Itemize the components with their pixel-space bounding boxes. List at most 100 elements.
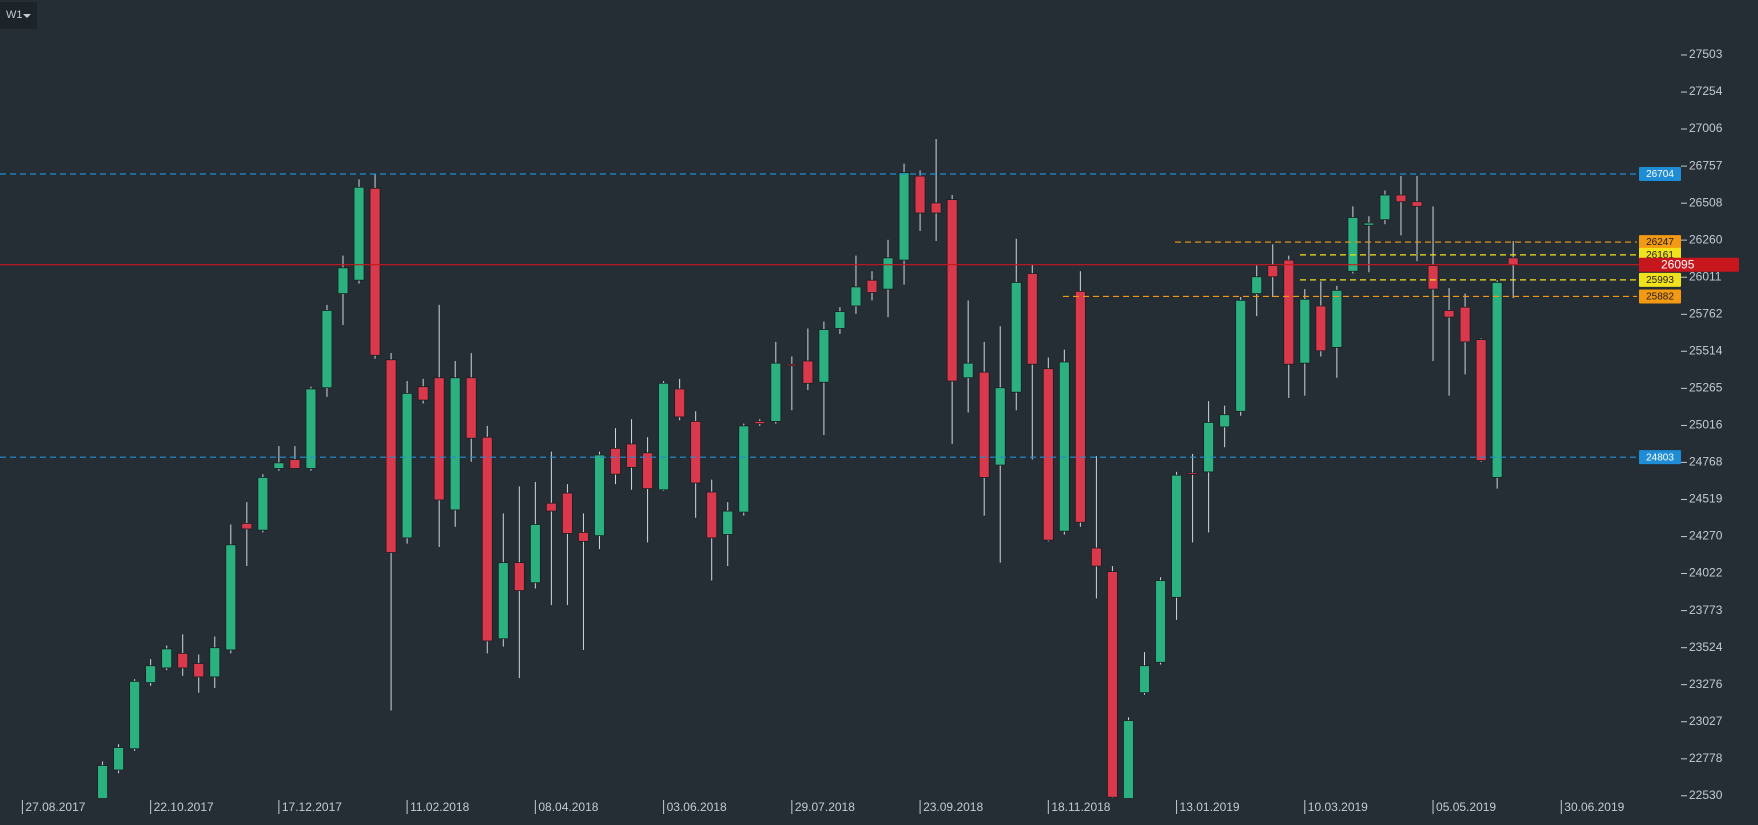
x-tick-label: 30.06.2019 bbox=[1564, 800, 1624, 814]
candle-body bbox=[1315, 305, 1327, 352]
candle-body bbox=[1091, 547, 1102, 567]
candle-body bbox=[1235, 299, 1247, 412]
x-tick-label: 23.09.2018 bbox=[923, 800, 983, 814]
candle-body bbox=[802, 360, 814, 384]
price-level-label: 24803 bbox=[1646, 452, 1674, 463]
y-tick-label: 25265 bbox=[1689, 381, 1723, 395]
candle-body bbox=[481, 436, 493, 642]
candle-body bbox=[866, 279, 878, 293]
candle-body bbox=[177, 652, 189, 669]
candle-body bbox=[994, 387, 1006, 466]
candle-body bbox=[497, 562, 509, 640]
y-tick-label: 27254 bbox=[1689, 84, 1723, 98]
candle-body bbox=[1026, 273, 1038, 365]
candle-body bbox=[145, 665, 157, 683]
candle-body bbox=[401, 393, 413, 539]
candle-body bbox=[433, 377, 445, 501]
candle-body bbox=[161, 648, 173, 669]
y-tick-label: 26260 bbox=[1689, 232, 1723, 246]
candle-body bbox=[562, 492, 573, 534]
price-level-box bbox=[1639, 235, 1681, 250]
candle-body bbox=[1058, 361, 1070, 532]
y-tick-label: 25514 bbox=[1689, 343, 1723, 357]
plot-area bbox=[97, 138, 1519, 798]
timeframe-button[interactable]: W1 bbox=[0, 2, 37, 29]
candle-body bbox=[113, 747, 124, 771]
candle-body bbox=[578, 531, 589, 542]
price-level-label: 25882 bbox=[1646, 292, 1674, 303]
candle-body bbox=[770, 362, 782, 422]
candle-body bbox=[738, 425, 750, 513]
candle-body bbox=[850, 286, 862, 307]
candle-body bbox=[209, 647, 221, 678]
candle-body bbox=[1267, 265, 1279, 278]
price-level-label: 26247 bbox=[1646, 237, 1674, 248]
candle-body bbox=[674, 388, 686, 418]
candle-body bbox=[1107, 571, 1118, 798]
y-tick-label: 23276 bbox=[1689, 677, 1723, 691]
candle-body bbox=[1187, 472, 1198, 475]
x-tick-label: 08.04.2018 bbox=[538, 800, 598, 814]
price-level-label: 25993 bbox=[1646, 275, 1674, 286]
candle-body bbox=[642, 452, 653, 490]
candle-body bbox=[722, 510, 734, 535]
y-tick-label: 26757 bbox=[1689, 158, 1723, 172]
candle-body bbox=[1411, 201, 1423, 207]
y-tick-label: 27006 bbox=[1689, 121, 1723, 135]
candle-body bbox=[1010, 282, 1022, 393]
candle-body bbox=[962, 362, 974, 379]
candle-body bbox=[321, 310, 333, 389]
candle-body bbox=[369, 187, 381, 356]
candle-body bbox=[1171, 474, 1182, 598]
candle-body bbox=[513, 562, 525, 592]
candle-body bbox=[289, 459, 301, 469]
candle-body bbox=[1459, 306, 1471, 343]
price-level-label: 26704 bbox=[1646, 169, 1674, 180]
x-tick-label: 03.06.2018 bbox=[667, 800, 727, 814]
candle-body bbox=[97, 765, 108, 798]
candle-body bbox=[305, 388, 317, 469]
candle-body bbox=[1251, 276, 1263, 295]
candle-body bbox=[914, 175, 926, 214]
candle-body bbox=[1491, 282, 1503, 478]
candle-body bbox=[1139, 665, 1150, 694]
candle-body bbox=[690, 421, 702, 484]
y-tick-label: 22778 bbox=[1689, 751, 1723, 765]
candle-body bbox=[1155, 580, 1166, 663]
candle-body bbox=[818, 329, 830, 383]
candle-body bbox=[129, 680, 141, 750]
candle-body bbox=[225, 544, 237, 651]
candle-body bbox=[658, 382, 669, 491]
candle-body bbox=[626, 443, 637, 468]
y-tick-label: 22530 bbox=[1689, 788, 1723, 802]
candle-body bbox=[1443, 310, 1455, 318]
y-tick-label: 24768 bbox=[1689, 455, 1723, 469]
y-tick-label: 24270 bbox=[1689, 529, 1723, 543]
x-tick-label: 05.05.2019 bbox=[1436, 800, 1496, 814]
price-level-box bbox=[1639, 166, 1681, 181]
candle-body bbox=[273, 462, 285, 469]
y-tick-label: 23027 bbox=[1689, 714, 1723, 728]
y-tick-label: 27503 bbox=[1689, 47, 1723, 61]
candle-body bbox=[930, 202, 942, 214]
candle-body bbox=[1379, 194, 1391, 221]
candle-body bbox=[946, 199, 958, 382]
candle-body bbox=[898, 172, 910, 261]
y-tick-label: 26011 bbox=[1689, 269, 1722, 283]
candle-body bbox=[529, 524, 541, 584]
y-tick-label: 25762 bbox=[1689, 306, 1723, 320]
candle-body bbox=[337, 267, 349, 295]
candle-body bbox=[1299, 298, 1311, 364]
candle-body bbox=[241, 523, 253, 530]
candle-body bbox=[1219, 414, 1231, 428]
price-level-box bbox=[1639, 450, 1681, 465]
candle-body bbox=[882, 257, 894, 290]
candle-body bbox=[1203, 422, 1215, 473]
candle-body bbox=[610, 447, 621, 475]
candle-body bbox=[1363, 222, 1375, 226]
candle-body bbox=[417, 386, 429, 401]
candle-body bbox=[1331, 289, 1343, 348]
candle-body bbox=[978, 371, 990, 478]
candle-body bbox=[465, 377, 477, 439]
